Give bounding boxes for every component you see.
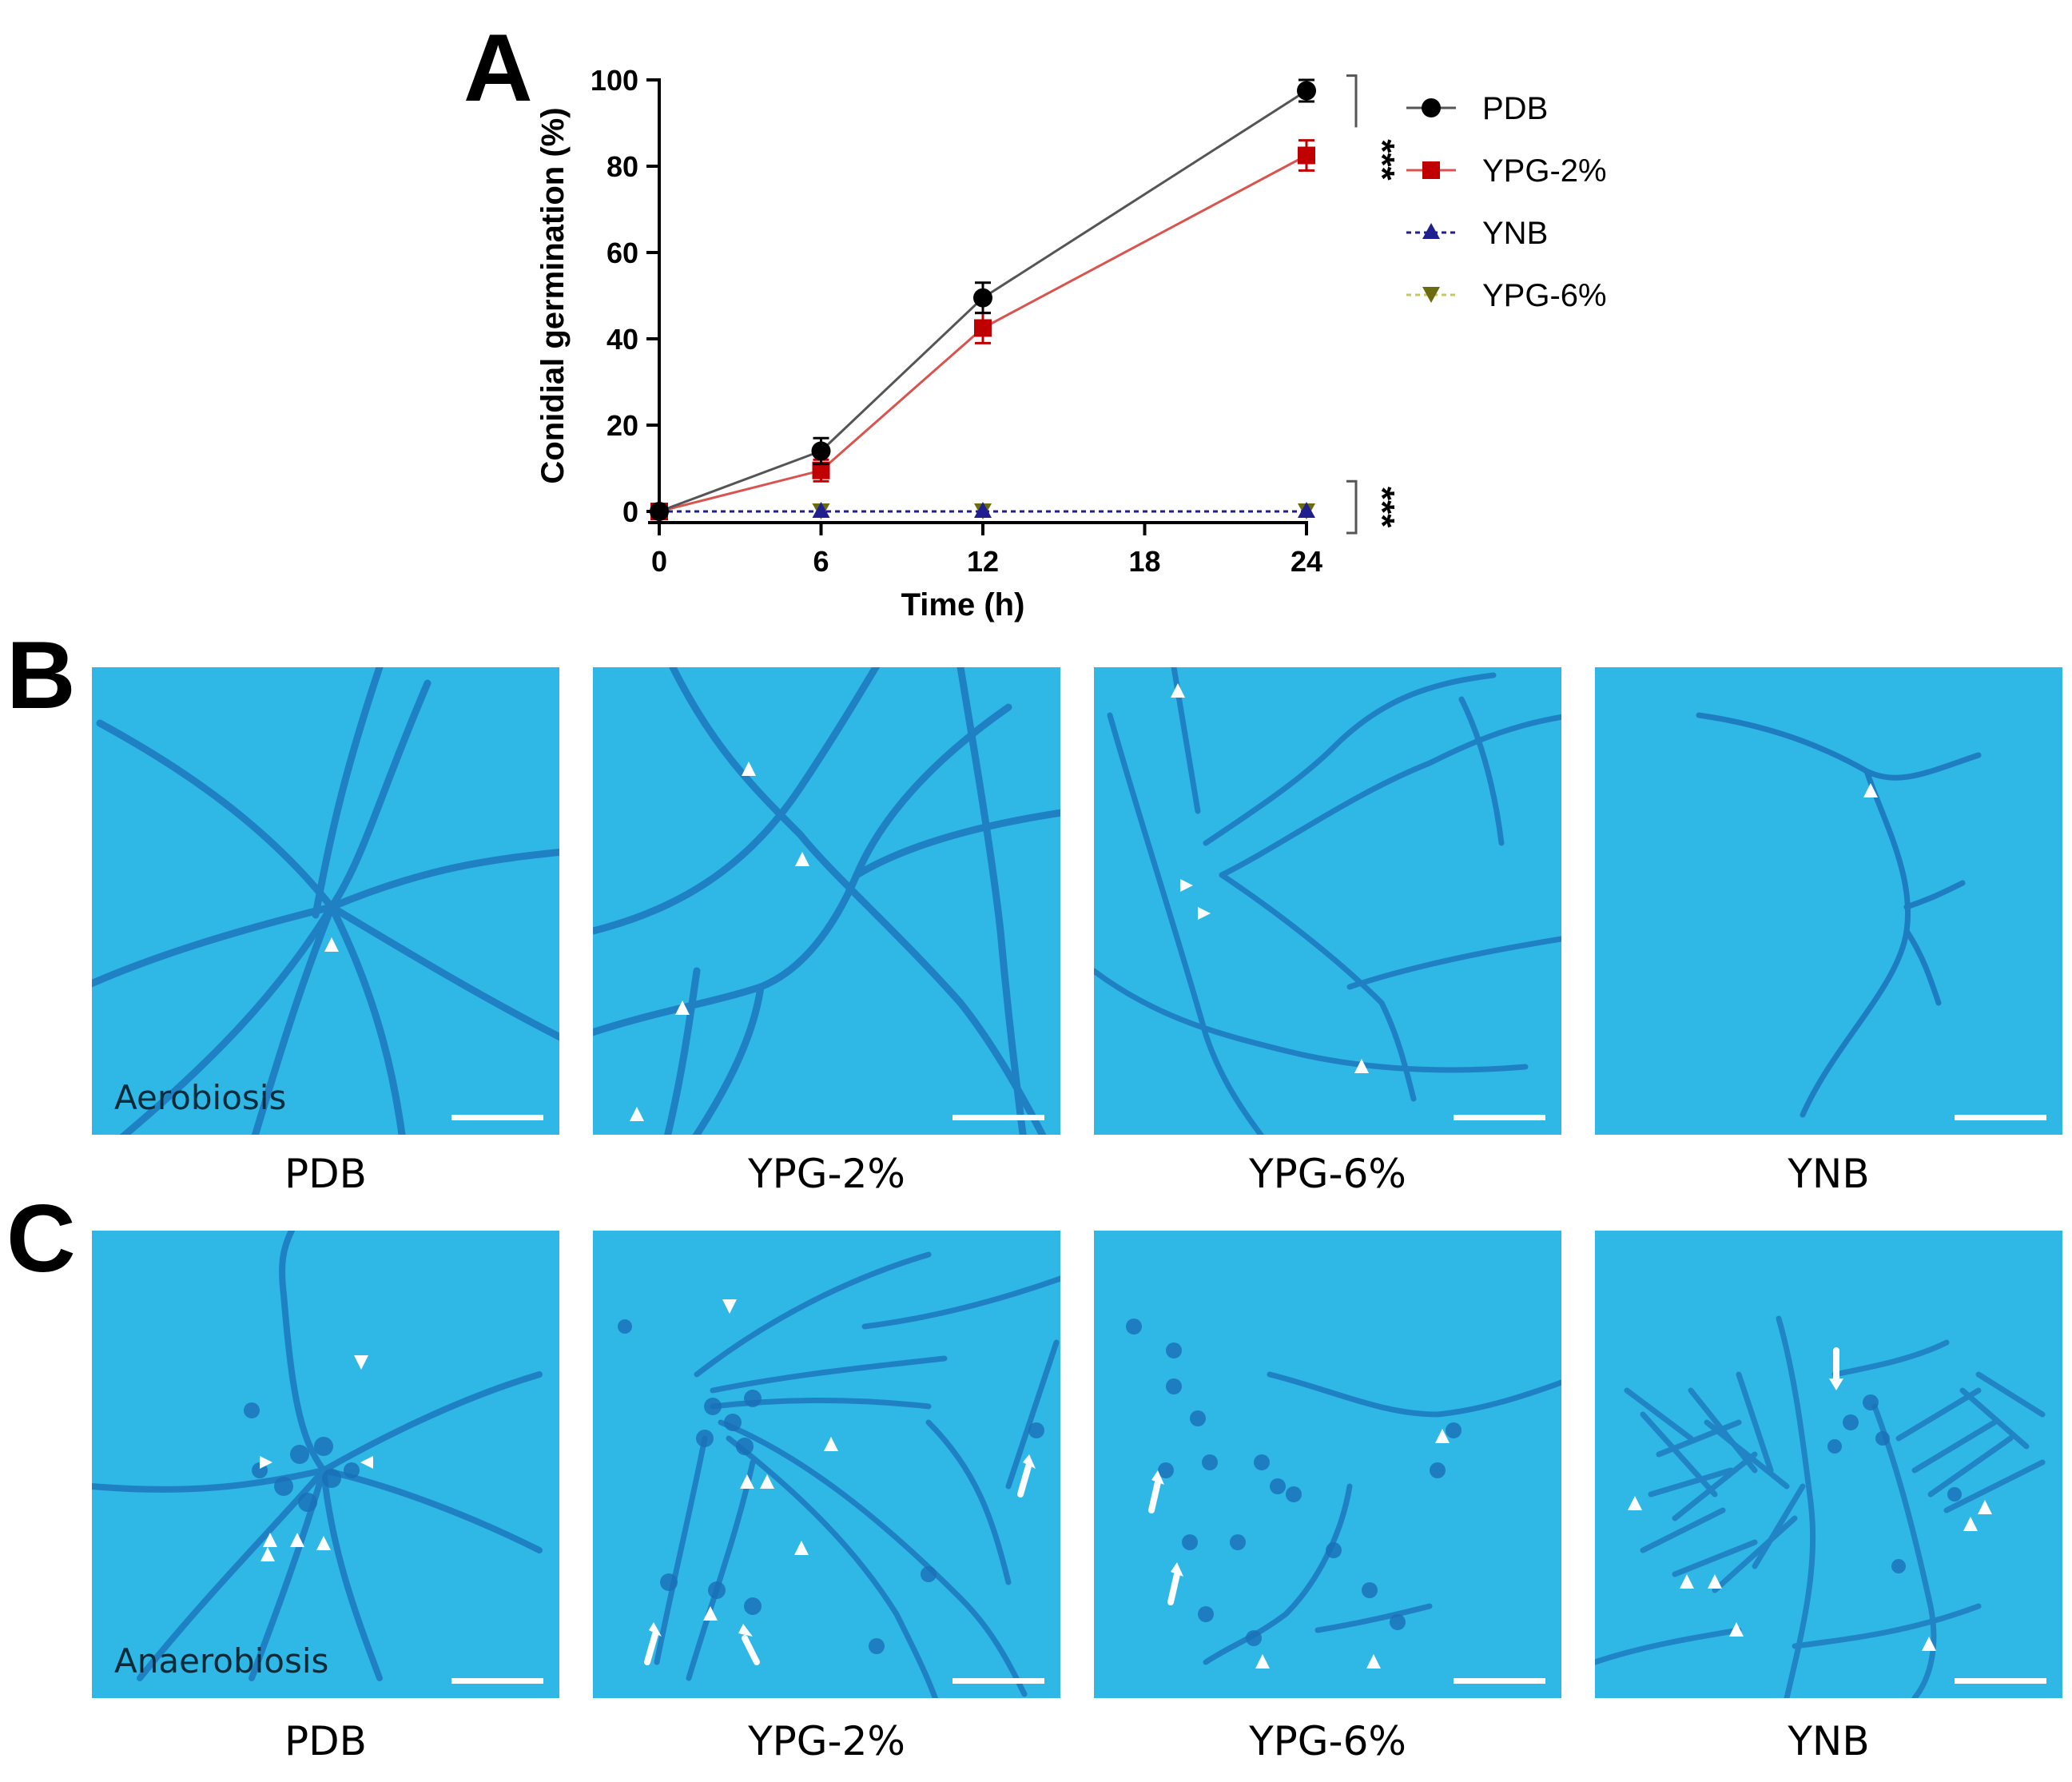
legend-marker-ynb bbox=[1422, 223, 1440, 239]
micrograph-aerobiosis-ypg6 bbox=[1094, 667, 1561, 1135]
row-b-label-pdb: PDB bbox=[284, 1151, 367, 1197]
row-b-label-ypg6: YPG-6% bbox=[1249, 1151, 1406, 1197]
micrograph-anaerobiosis-ypg2 bbox=[593, 1231, 1060, 1698]
hyphae-image bbox=[1696, 712, 1982, 1118]
scale-bar bbox=[1955, 1678, 2046, 1684]
y-tick-label: 20 bbox=[606, 409, 638, 442]
y-tick-label: 40 bbox=[606, 323, 638, 356]
data-point-ynb bbox=[1298, 502, 1315, 518]
data-point-ypg-2% bbox=[974, 319, 992, 337]
row-c-label-ypg2: YPG-2% bbox=[748, 1718, 905, 1764]
scale-bar bbox=[451, 1678, 543, 1684]
micrograph-anaerobiosis-ynb bbox=[1595, 1231, 2062, 1698]
condition-label-aerobiosis: Aerobiosis bbox=[114, 1078, 287, 1117]
y-tick-label: 0 bbox=[622, 495, 638, 528]
data-point-ypg-2% bbox=[812, 461, 830, 479]
hyphae-image bbox=[618, 1251, 1060, 1698]
scale-bar bbox=[1955, 1115, 2046, 1120]
hyphae-image bbox=[92, 667, 559, 1135]
micrograph-aerobiosis-ypg2 bbox=[593, 667, 1060, 1135]
row-c-label-pdb: PDB bbox=[284, 1718, 367, 1764]
micrograph-anaerobiosis-ypg6 bbox=[1094, 1231, 1561, 1698]
hyphae-image bbox=[593, 667, 1060, 1135]
micrograph-aerobiosis-pdb: Aerobiosis bbox=[92, 667, 559, 1135]
data-point-pdb bbox=[1297, 81, 1316, 101]
y-axis-label: Conidial germination (%) bbox=[535, 107, 571, 483]
y-tick-label: 100 bbox=[591, 64, 638, 97]
panel-label-a: A bbox=[463, 14, 533, 121]
panel-label-c: C bbox=[6, 1185, 76, 1292]
legend-label-ypg-6%: YPG-6% bbox=[1482, 278, 1607, 313]
legend-label-ynb: YNB bbox=[1482, 216, 1548, 251]
y-tick-label: 60 bbox=[606, 237, 638, 269]
data-point-pdb bbox=[973, 288, 992, 308]
data-point-pdb bbox=[650, 502, 669, 521]
data-point-ynb bbox=[974, 502, 992, 518]
significance-bracket bbox=[1346, 74, 1358, 128]
data-point-pdb bbox=[811, 441, 831, 461]
row-b-label-ypg2: YPG-2% bbox=[748, 1151, 905, 1197]
x-tick-label: 18 bbox=[1128, 545, 1160, 578]
legend-label-pdb: PDB bbox=[1482, 91, 1548, 126]
x-axis-label: Time (h) bbox=[901, 587, 1025, 623]
y-tick-label: 80 bbox=[606, 150, 638, 183]
significance-label: *** bbox=[1362, 139, 1402, 181]
series-line-pdb bbox=[658, 89, 1307, 513]
x-tick-label: 24 bbox=[1291, 545, 1322, 578]
x-tick-label: 6 bbox=[813, 545, 829, 578]
condition-label-anaerobiosis: Anaerobiosis bbox=[114, 1641, 329, 1681]
scale-bar bbox=[952, 1678, 1044, 1684]
micrograph-anaerobiosis-pdb: Anaerobiosis bbox=[92, 1231, 559, 1698]
row-b-label-ynb: YNB bbox=[1788, 1151, 1870, 1197]
legend-marker-pdb bbox=[1422, 98, 1441, 117]
hyphae-image bbox=[1094, 667, 1561, 1135]
significance-label: *** bbox=[1362, 487, 1402, 528]
significance-bracket bbox=[1346, 479, 1358, 535]
data-point-ypg-2% bbox=[1298, 146, 1315, 165]
x-tick-label: 0 bbox=[651, 545, 667, 578]
x-tick-label: 12 bbox=[967, 545, 999, 578]
row-c-label-ynb: YNB bbox=[1788, 1718, 1870, 1764]
hyphae-image bbox=[1126, 1319, 1561, 1669]
scale-bar bbox=[1454, 1115, 1545, 1120]
legend-label-ypg-2%: YPG-2% bbox=[1482, 153, 1607, 189]
panel-label-b: B bbox=[6, 622, 76, 729]
hyphae-image bbox=[1595, 1315, 2046, 1698]
legend-marker-ypg-6% bbox=[1422, 287, 1440, 303]
scale-bar bbox=[952, 1115, 1044, 1120]
scale-bar bbox=[451, 1115, 543, 1120]
hyphae-image bbox=[92, 1231, 543, 1681]
scale-bar bbox=[1454, 1678, 1545, 1684]
legend-marker-ypg-2% bbox=[1422, 161, 1440, 179]
row-c-label-ypg6: YPG-6% bbox=[1249, 1718, 1406, 1764]
germination-line-chart: 0 20 40 60 80 100 0 6 12 18 24 Time (h) Conidial ger… bbox=[535, 64, 1607, 623]
data-point-ynb bbox=[812, 502, 830, 518]
micrograph-aerobiosis-ynb bbox=[1595, 667, 2062, 1135]
series-line-ypg-2% bbox=[658, 154, 1307, 513]
